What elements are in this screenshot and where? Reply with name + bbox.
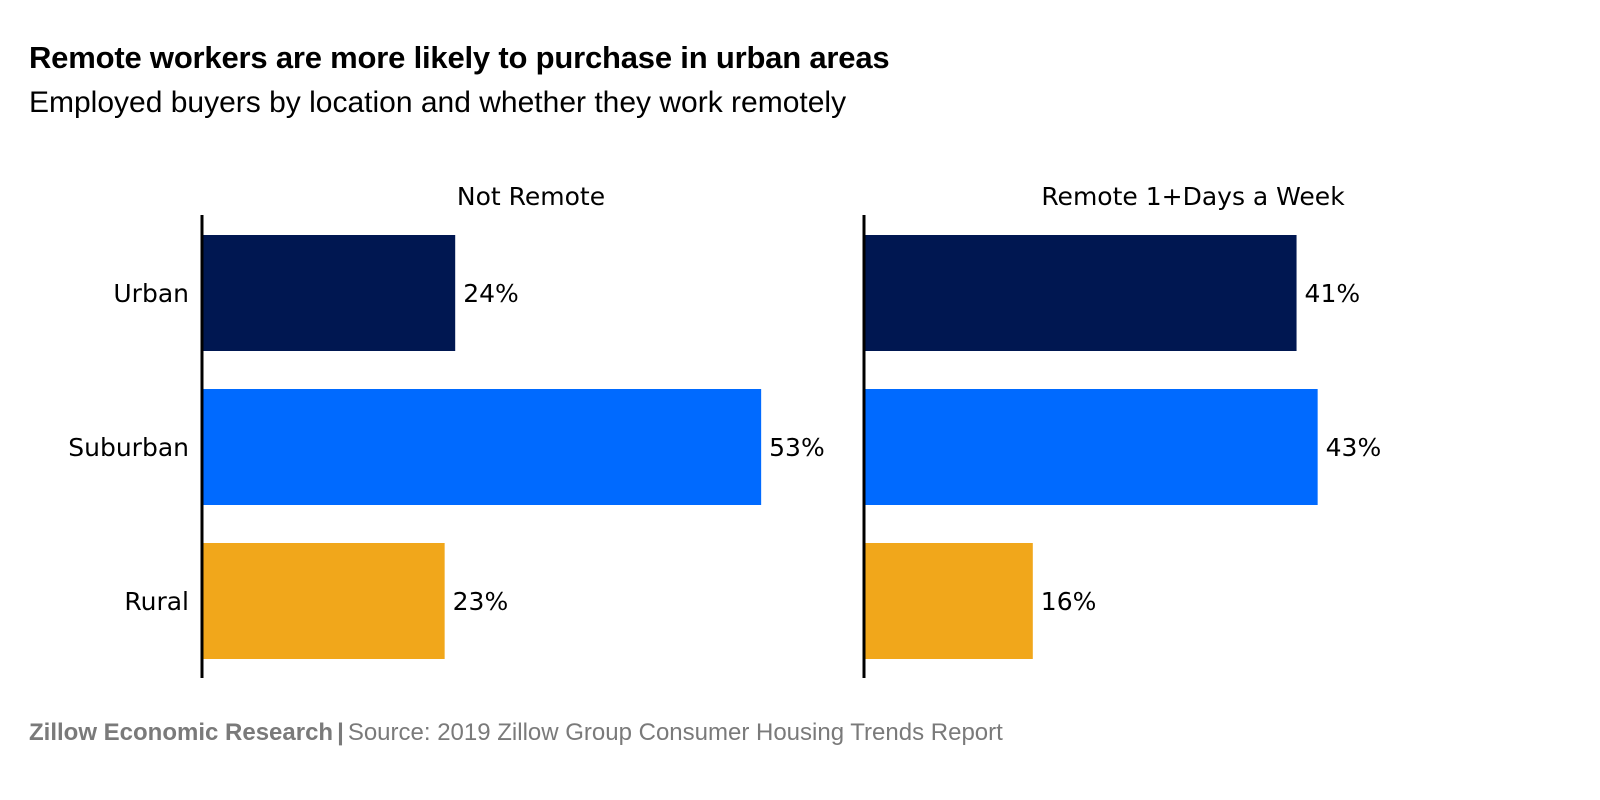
category-label-urban: Urban: [113, 279, 189, 308]
bar-suburban-remote-1-days-a-week: [864, 389, 1318, 505]
panel-not-remote: Not Remote 24% Urban 53% Suburban 23% Rural: [68, 182, 825, 678]
data-label-rural-not-remote: 23%: [453, 587, 509, 616]
bar-urban-not-remote: [202, 235, 456, 351]
data-label-urban-remote-1-days-a-week: 41%: [1305, 279, 1361, 308]
data-label-rural-remote-1-days-a-week: 16%: [1041, 587, 1097, 616]
data-label-suburban-remote-1-days-a-week: 43%: [1326, 433, 1382, 462]
source-footer: Zillow Economic Research | Source: 2019 Zi…: [29, 719, 1003, 747]
bar-suburban-not-remote: [202, 389, 762, 505]
bar-urban-remote-1-days-a-week: [864, 235, 1297, 351]
chart-title: Remote workers are more likely to purcha…: [29, 40, 890, 75]
panel-remote-1-days-a-week: Remote 1+Days a Week 41% 43% 16%: [862, 182, 1382, 678]
data-label-suburban-not-remote: 53%: [769, 433, 825, 462]
category-label-rural: Rural: [124, 587, 189, 616]
footer-separator: |: [337, 719, 344, 746]
category-label-suburban: Suburban: [68, 433, 189, 462]
footer-organization: Zillow Economic Research: [29, 719, 334, 746]
panel-title-remote-1-days-a-week: Remote 1+Days a Week: [1041, 182, 1345, 211]
panel-title-not-remote: Not Remote: [457, 182, 605, 211]
bar-rural-remote-1-days-a-week: [864, 543, 1033, 659]
data-label-urban-not-remote: 24%: [463, 279, 519, 308]
chart-area: Not Remote 24% Urban 53% Suburban 23% Rural Rem…: [68, 182, 1382, 678]
bar-rural-not-remote: [202, 543, 445, 659]
chart-subtitle: Employed buyers by location and whether …: [29, 86, 847, 119]
footer-source: Source: 2019 Zillow Group Consumer Housi…: [347, 719, 1003, 746]
